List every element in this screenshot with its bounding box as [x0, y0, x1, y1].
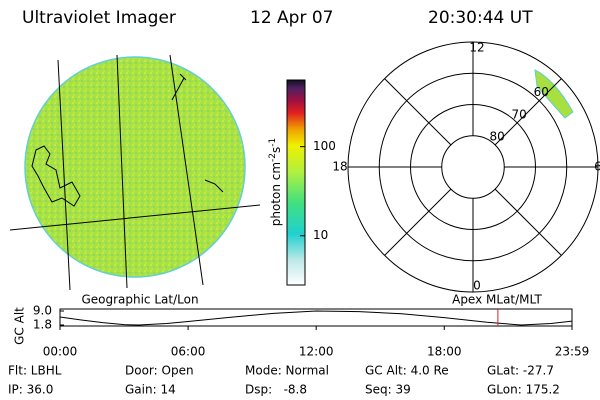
mlat-label: 60 — [534, 85, 549, 99]
colorbar-tick-label: 10 — [313, 228, 328, 242]
mlt-label: 12 — [469, 41, 484, 55]
right-caption: Apex MLat/MLT — [452, 293, 542, 307]
mlt-label: 0 — [473, 279, 481, 293]
mlt-label: 6 — [594, 160, 600, 174]
info-field: Mode: Normal — [245, 364, 329, 378]
colorbar-tick-label: 100 — [313, 139, 336, 153]
time-tick-label: 23:59 — [555, 345, 590, 359]
info-field: Flt: LBHL — [8, 364, 62, 378]
gc-alt-curve — [59, 310, 572, 326]
gc-alt-frame — [59, 308, 573, 327]
mlat-ring — [441, 135, 505, 199]
left-caption: Geographic Lat/Lon — [81, 293, 198, 307]
info-field: Dsp: -8.8 — [245, 383, 307, 397]
footer: Flt: LBHL Door: Open Mode: Normal GC Alt: 4… — [8, 364, 560, 397]
earth-image — [9, 54, 261, 291]
time: 20:30:44 UT — [428, 8, 533, 28]
info-field: Seq: 39 — [365, 383, 411, 397]
time-tick-label: 00:00 — [43, 345, 78, 359]
mlat-label: 70 — [512, 107, 527, 121]
time-tick-label: 12:00 — [299, 345, 334, 359]
mlt-spoke — [384, 188, 452, 256]
mlat-label: 80 — [489, 129, 504, 143]
colorbar-label: photon cm-2s-1 — [268, 138, 283, 227]
gc-alt-tick-label: 1.8 — [33, 318, 52, 332]
colorbar-frame — [286, 79, 306, 286]
gc-alt-tick-label: 9.0 — [33, 304, 52, 318]
info-field: Gain: 14 — [125, 383, 176, 397]
aurora-patch — [534, 69, 574, 119]
gc-alt-label: GC Alt — [13, 307, 27, 345]
mlt-spoke — [494, 78, 562, 146]
colorbar — [287, 80, 305, 285]
info-field: GC Alt: 4.0 Re — [365, 364, 449, 378]
info-field: Door: Open — [125, 364, 194, 378]
info-field: IP: 36.0 — [8, 383, 53, 397]
info-field: GLat: -27.7 — [487, 364, 554, 378]
info-field: GLon: 175.2 — [487, 383, 560, 397]
mlt-spoke — [494, 188, 562, 256]
date: 12 Apr 07 — [250, 8, 333, 28]
mlt-spoke — [384, 78, 452, 146]
instrument: Ultraviolet Imager — [22, 8, 176, 28]
time-tick-label: 06:00 — [171, 345, 206, 359]
time-tick-label: 18:00 — [427, 345, 462, 359]
mlt-label: 18 — [332, 160, 347, 174]
